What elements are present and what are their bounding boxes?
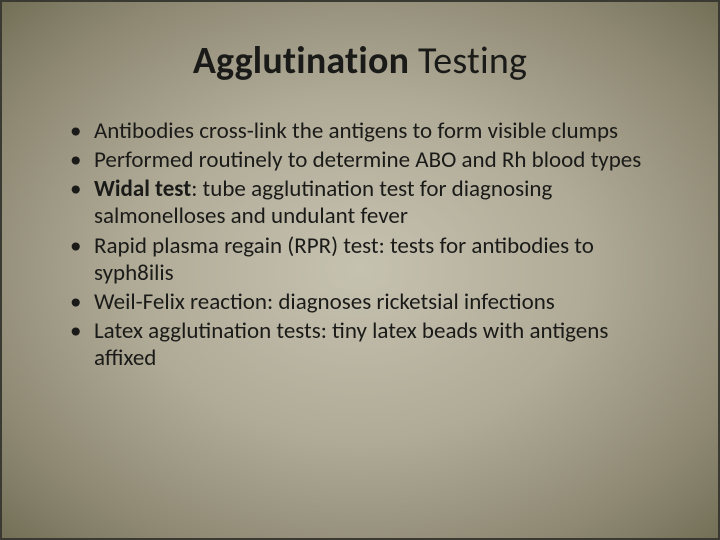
list-item: Weil-Felix reaction: diagnoses ricketsia… [70,289,668,316]
bullet-text: Latex agglutination tests: tiny latex be… [94,317,608,372]
list-item: Latex agglutination tests: tiny latex be… [70,318,668,372]
list-item: Rapid plasma regain (RPR) test: tests fo… [70,233,668,287]
bullet-text: Weil-Felix reaction: diagnoses ricketsia… [94,288,555,316]
title-bold: Agglutination [193,38,409,84]
bullet-text: Rapid plasma regain (RPR) test: tests fo… [94,232,594,287]
slide-title: Agglutination Testing [52,38,668,84]
bullet-bold: Widal test [94,175,191,203]
title-rest: Testing [409,38,527,84]
list-item: Widal test: tube agglutination test for … [70,176,668,230]
bullet-list: Antibodies cross-link the antigens to fo… [52,118,668,372]
list-item: Antibodies cross-link the antigens to fo… [70,118,668,145]
slide: Agglutination Testing Antibodies cross-l… [0,0,720,540]
bullet-text: Antibodies cross-link the antigens to fo… [94,117,618,145]
bullet-text: Performed routinely to determine ABO and… [94,146,641,174]
list-item: Performed routinely to determine ABO and… [70,147,668,174]
